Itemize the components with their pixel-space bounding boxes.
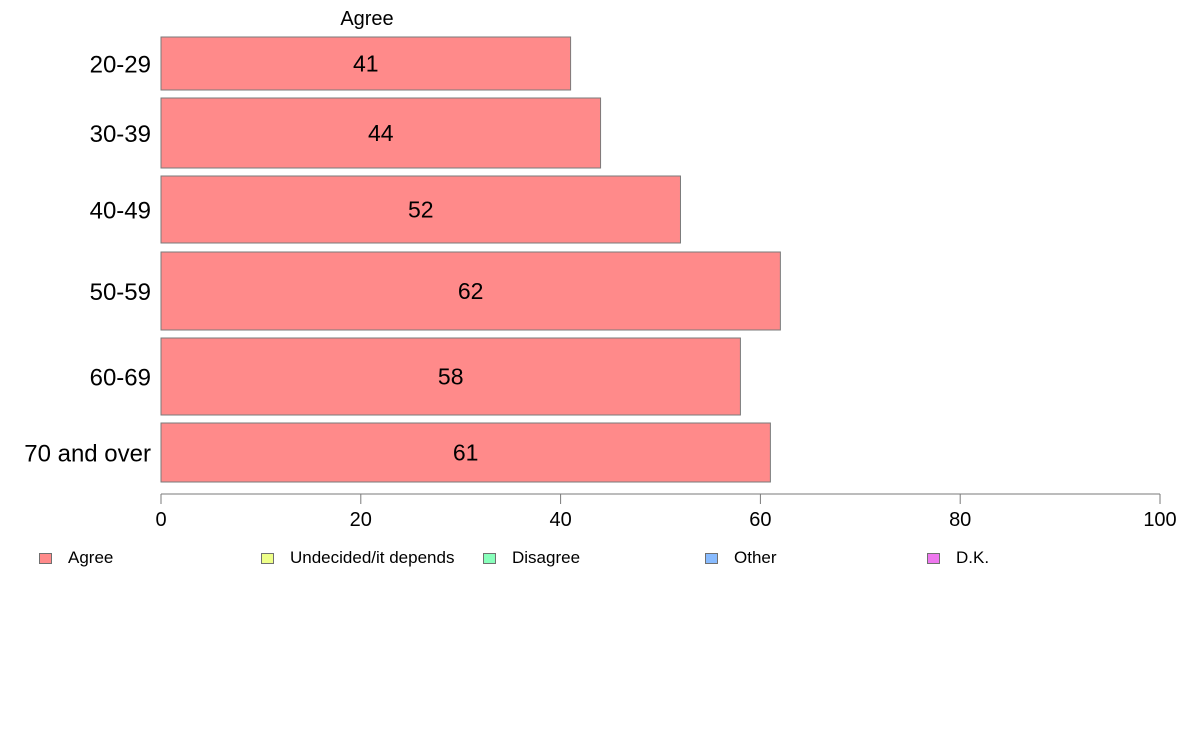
legend-label: Agree bbox=[68, 548, 114, 567]
legend-label: Undecided/it depends bbox=[290, 548, 455, 567]
x-tick-label: 80 bbox=[949, 509, 971, 531]
category-label: 70 and over bbox=[24, 441, 151, 468]
bar-20-29 bbox=[160, 36, 572, 91]
category-label: 30-39 bbox=[90, 121, 151, 148]
legend-label: Disagree bbox=[512, 548, 581, 567]
bar-value-label: 52 bbox=[408, 197, 434, 223]
legend-item: D.K. bbox=[927, 546, 989, 570]
x-axis: 0 20 40 60 80 100 bbox=[155, 493, 1177, 531]
bar-30-39 bbox=[160, 97, 602, 169]
bar-40-49 bbox=[160, 175, 681, 244]
x-tick-label: 100 bbox=[1143, 509, 1176, 531]
legend-item: Agree bbox=[39, 546, 113, 570]
category-label: 50-59 bbox=[90, 279, 151, 306]
legend-label: Other bbox=[734, 548, 777, 567]
bar-60-69 bbox=[160, 337, 741, 416]
legend-swatch bbox=[261, 552, 274, 564]
legend-item: Undecided/it depends bbox=[261, 546, 454, 570]
bar-70-and-over bbox=[160, 422, 771, 483]
bar-value-label: 61 bbox=[453, 440, 479, 466]
x-tick-label: 0 bbox=[155, 509, 166, 531]
bar-value-label: 58 bbox=[438, 364, 464, 390]
bar-value-label: 41 bbox=[353, 51, 379, 77]
bar-50-59 bbox=[160, 251, 781, 331]
category-label: 20-29 bbox=[90, 52, 151, 79]
x-tick-label: 40 bbox=[549, 509, 571, 531]
bars-layer: 41 20-29 44 30-39 52 40-49 62 50-59 58 60-69 61 70 … bbox=[24, 36, 781, 483]
bar-value-label: 62 bbox=[458, 278, 484, 304]
legend: Agree Undecided/it depends Disagree Other D.… bbox=[0, 546, 1188, 570]
x-tick-label: 60 bbox=[749, 509, 771, 531]
category-label: 40-49 bbox=[90, 198, 151, 225]
legend-swatch bbox=[483, 552, 496, 564]
category-label: 60-69 bbox=[90, 365, 151, 392]
legend-item: Disagree bbox=[483, 546, 580, 570]
x-tick-label: 20 bbox=[350, 509, 372, 531]
bar-value-label: 44 bbox=[368, 120, 394, 146]
legend-swatch bbox=[927, 552, 940, 564]
legend-item: Other bbox=[705, 546, 777, 570]
chart-title: Agree bbox=[340, 8, 393, 30]
legend-label: D.K. bbox=[956, 548, 990, 567]
legend-swatch bbox=[39, 552, 52, 564]
legend-swatch bbox=[705, 552, 718, 564]
